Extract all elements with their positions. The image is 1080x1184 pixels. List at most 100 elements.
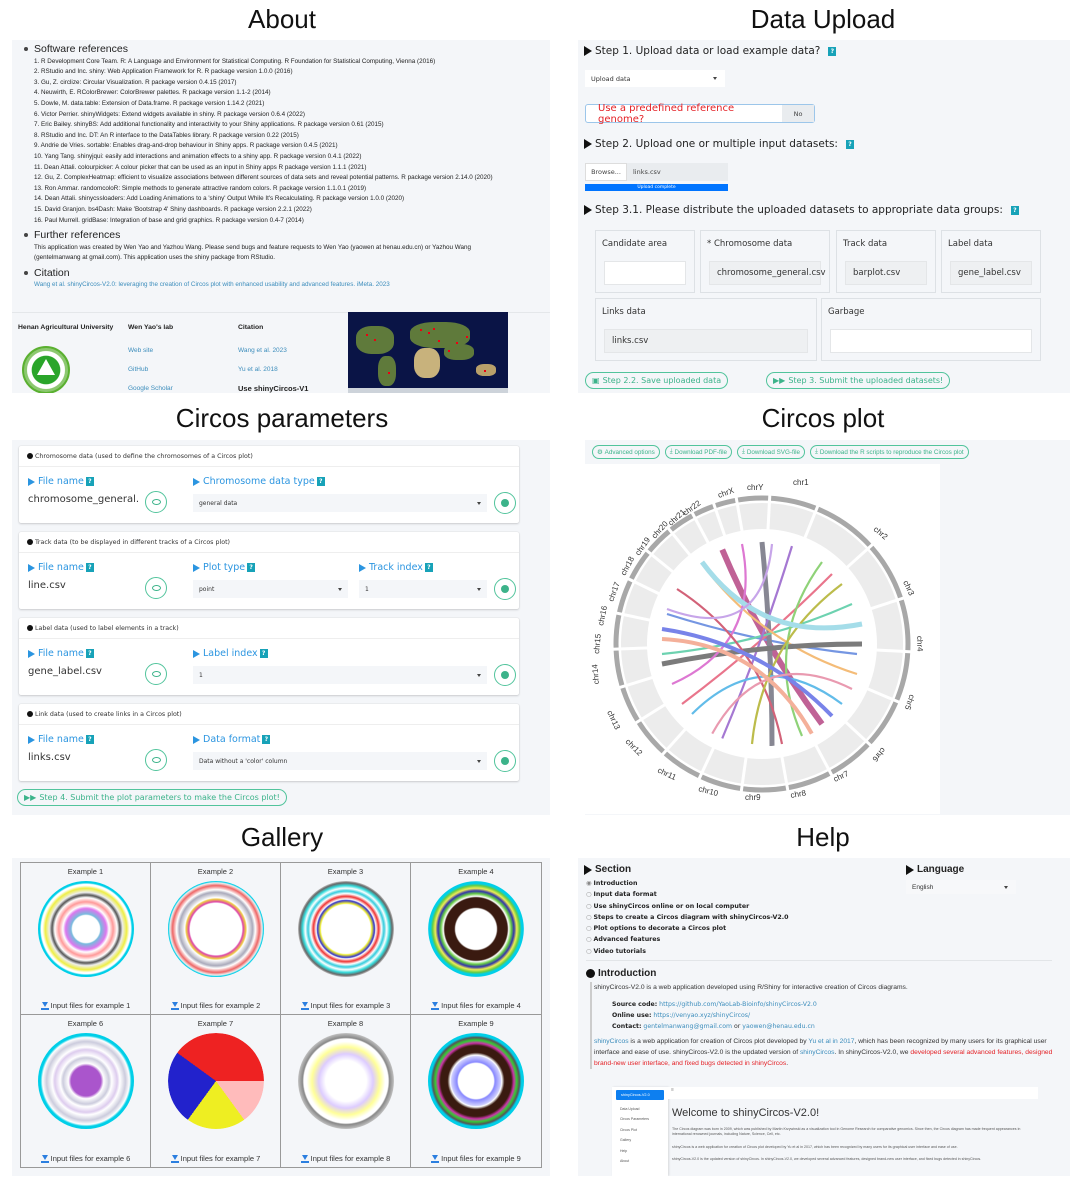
- download-example-link[interactable]: Input files for example 8: [281, 1154, 410, 1163]
- card-header: Track data (to be displayed in different…: [19, 532, 519, 553]
- preview-data-button[interactable]: [145, 491, 167, 513]
- preview-data-button[interactable]: [145, 749, 167, 771]
- download-r-scripts-button[interactable]: ⤓ Download the R scripts to reproduce the…: [810, 445, 969, 459]
- group-dropzone[interactable]: [830, 329, 1032, 353]
- predefined-genome-switch[interactable]: Use a predefined reference genome? No: [585, 103, 815, 125]
- section-radio-steps[interactable]: Steps to create a Circos diagram with sh…: [586, 912, 789, 923]
- help-icon[interactable]: ?: [85, 649, 94, 658]
- example-thumbnail[interactable]: [37, 881, 134, 977]
- section-radio-input-format[interactable]: Input data format: [586, 889, 789, 900]
- settings-button[interactable]: [494, 750, 516, 772]
- source-code-link[interactable]: https://github.com/YaoLab-Bioinfo/shinyC…: [659, 1001, 817, 1008]
- gallery-panel: Example 1 Input files for example 1 Examp…: [12, 858, 550, 1176]
- example-thumbnail[interactable]: [428, 1033, 524, 1129]
- section-radio-online-local[interactable]: Use shinyCircos online or on local compu…: [586, 901, 789, 912]
- visitor-world-map: [348, 312, 508, 393]
- settings-button[interactable]: [494, 492, 516, 514]
- download-example-link[interactable]: Input files for example 2: [151, 1001, 280, 1010]
- online-use-link[interactable]: https://venyao.xyz/shinyCircos/: [653, 1012, 751, 1019]
- download-example-link[interactable]: Input files for example 7: [151, 1154, 280, 1163]
- download-example-link[interactable]: Input files for example 9: [411, 1154, 541, 1163]
- submit-datasets-button[interactable]: ▶▶ Step 3. Submit the uploaded datasets!: [766, 372, 951, 389]
- data-format-select[interactable]: Data without a 'color' column: [193, 752, 487, 770]
- download-example-link[interactable]: Input files for example 3: [281, 1001, 410, 1010]
- svg-text:chr17: chr17: [606, 580, 621, 602]
- section-heading: Section: [584, 864, 631, 875]
- track-index-select[interactable]: 1: [359, 580, 487, 598]
- download-example-link[interactable]: Input files for example 6: [21, 1154, 150, 1163]
- section-radio-advanced[interactable]: Advanced features: [586, 934, 789, 945]
- lab-link-website[interactable]: Web site: [128, 346, 154, 354]
- preview-data-button[interactable]: [145, 577, 167, 599]
- language-select[interactable]: English: [906, 880, 1016, 894]
- group-label-data[interactable]: Label data gene_label.csv: [941, 230, 1041, 293]
- dataset-chip[interactable]: barplot.csv: [845, 261, 927, 285]
- help-icon[interactable]: ?: [316, 477, 325, 486]
- dataset-chip[interactable]: chromosome_general.csv: [709, 261, 826, 285]
- yu-et-al-link[interactable]: Yu et al in 2017: [808, 1038, 855, 1045]
- citation-link[interactable]: Wang et al. shinyCircos-V2.0: leveraging…: [34, 281, 390, 289]
- step31-heading: Step 3.1. Please distribute the uploaded…: [584, 204, 1019, 216]
- help-icon[interactable]: ?: [1010, 205, 1019, 215]
- dataset-chip[interactable]: links.csv: [604, 329, 808, 353]
- download-example-link[interactable]: Input files for example 4: [411, 1001, 541, 1010]
- group-garbage[interactable]: Garbage: [821, 298, 1041, 361]
- plot-type-select[interactable]: point: [193, 580, 348, 598]
- download-pdf-button[interactable]: ⤓ Download PDF-file: [664, 445, 733, 459]
- contact-email-link[interactable]: yaowen@henau.edu.cn: [742, 1023, 815, 1030]
- help-icon[interactable]: ?: [85, 735, 94, 744]
- upload-mode-select[interactable]: Upload data: [585, 70, 725, 87]
- save-uploaded-data-button[interactable]: ▣ Step 2.2. Save uploaded data: [585, 372, 729, 389]
- chevron-down-icon: [477, 501, 481, 505]
- section-radio-plot-options[interactable]: Plot options to decorate a Circos plot: [586, 923, 789, 934]
- shinycircos-link[interactable]: shinyCircos: [594, 1038, 629, 1045]
- example-thumbnail[interactable]: [37, 1033, 134, 1129]
- contact-email-link[interactable]: gentelmanwang@gmail.com: [643, 1023, 733, 1030]
- group-chromosome-data[interactable]: * Chromosome data chromosome_general.csv: [700, 230, 830, 293]
- group-track-data[interactable]: Track data barplot.csv: [836, 230, 936, 293]
- lab-link-scholar[interactable]: Google Scholar: [128, 384, 173, 392]
- group-links-data[interactable]: Links data links.csv: [595, 298, 817, 361]
- example-thumbnail[interactable]: [297, 881, 394, 977]
- help-icon[interactable]: ?: [262, 735, 271, 744]
- example-thumbnail[interactable]: [297, 1033, 394, 1129]
- citation-link-wang[interactable]: Wang et al. 2023: [238, 346, 287, 354]
- svg-text:chr6: chr6: [870, 746, 887, 764]
- shinycircos-link[interactable]: shinyCircos: [799, 1049, 835, 1056]
- help-icon[interactable]: ?: [845, 139, 854, 149]
- preview-data-button[interactable]: [145, 663, 167, 685]
- group-dropzone[interactable]: [604, 261, 686, 285]
- help-icon[interactable]: ?: [424, 563, 433, 572]
- dataset-chip[interactable]: gene_label.csv: [950, 261, 1032, 285]
- label-index-label: Label index?: [193, 648, 268, 659]
- help-icon[interactable]: ?: [828, 46, 837, 56]
- citation-link-yu[interactable]: Yu et al. 2018: [238, 365, 278, 373]
- example-title: Example 7: [197, 1019, 234, 1028]
- example-thumbnail[interactable]: [167, 1033, 264, 1129]
- panel-title-plot: Circos plot: [761, 403, 885, 433]
- help-icon[interactable]: ?: [259, 649, 268, 658]
- file-input[interactable]: Browse... links.csv: [585, 163, 728, 181]
- chevron-down-icon: [477, 587, 481, 591]
- label-index-select[interactable]: 1: [193, 666, 487, 684]
- submit-plot-parameters-button[interactable]: ▶▶ Step 4. Submit the plot parameters to …: [17, 789, 287, 806]
- advanced-options-button[interactable]: ⚙ Advanced options: [592, 445, 660, 459]
- section-radio-videos[interactable]: Video tutorials: [586, 946, 789, 957]
- group-label: Candidate area: [602, 239, 668, 249]
- download-example-link[interactable]: Input files for example 1: [21, 1001, 150, 1010]
- group-candidate-area[interactable]: Candidate area: [595, 230, 695, 293]
- file-name-field: links.csv: [627, 163, 728, 181]
- download-svg-button[interactable]: ⤓ Download SVG-file: [737, 445, 806, 459]
- settings-button[interactable]: [494, 578, 516, 600]
- help-icon[interactable]: ?: [85, 563, 94, 572]
- university-name: Henan Agricultural University: [18, 324, 114, 331]
- lab-link-github[interactable]: GitHub: [128, 365, 149, 373]
- browse-button[interactable]: Browse...: [585, 163, 627, 181]
- help-icon[interactable]: ?: [247, 563, 256, 572]
- help-icon[interactable]: ?: [85, 477, 94, 486]
- settings-button[interactable]: [494, 664, 516, 686]
- chromosome-type-select[interactable]: general data: [193, 494, 487, 512]
- section-radio-introduction[interactable]: Introduction: [586, 878, 789, 889]
- example-thumbnail[interactable]: [428, 881, 524, 977]
- example-thumbnail[interactable]: [167, 881, 264, 977]
